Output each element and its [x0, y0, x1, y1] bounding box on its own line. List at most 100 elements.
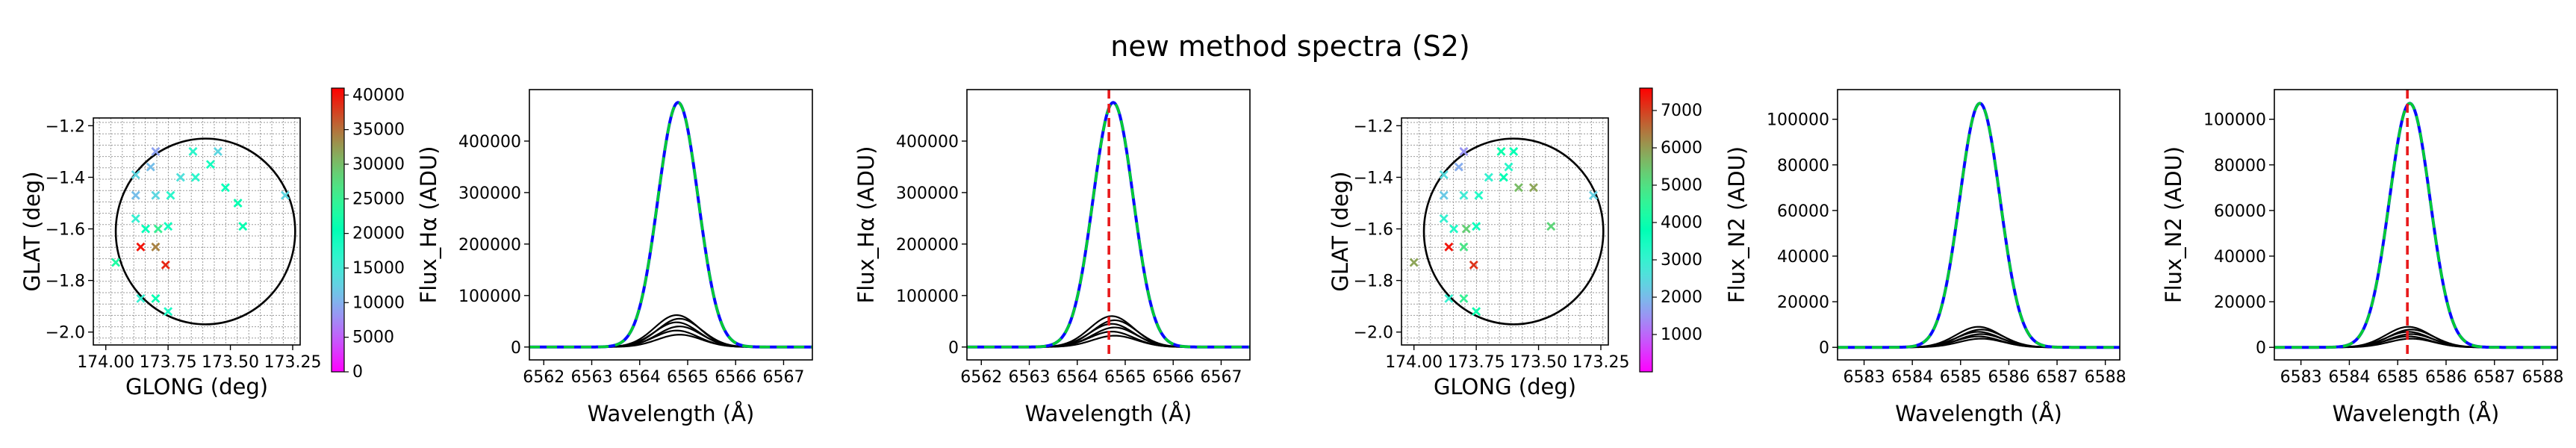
scatter-point	[188, 146, 198, 156]
scatter-point	[1588, 190, 1598, 200]
scatter-point	[1546, 222, 1556, 231]
scatter-point	[1454, 162, 1463, 172]
x-tick-label: 173.75	[140, 353, 197, 372]
colorbar	[331, 87, 345, 373]
scatter-point	[1459, 293, 1469, 303]
scatter-point	[1499, 172, 1508, 182]
y-tick-label: 300000	[896, 184, 959, 203]
aperture-circle	[1422, 137, 1605, 326]
aperture-circle	[114, 137, 296, 326]
scatter-point	[1459, 190, 1469, 200]
x-tick-label: 6564	[619, 368, 661, 387]
x-tick-label: 6563	[571, 368, 613, 387]
x-tick-label: 6585	[1940, 368, 1982, 387]
axes-frame	[966, 89, 1251, 361]
scatter-point	[153, 224, 163, 234]
spectrum-panel-halpha-1: 6562 6563 6564 6565 6566 6567 0 100000 200000 300…	[416, 89, 813, 426]
colorbar-tick-label: 7000	[1661, 102, 1702, 120]
y-tick-label: 0	[948, 339, 959, 358]
fit-curve-green	[2274, 102, 2557, 349]
y-tick-label: 80000	[1777, 157, 1829, 175]
y-tick-label: 100000	[1767, 111, 1829, 130]
y-axis-label: Flux_N2 (ADU)	[2161, 146, 2186, 303]
x-axis-label: Wavelength (Å)	[2333, 401, 2500, 426]
y-tick-label: 300000	[458, 184, 521, 203]
y-tick-label: 40000	[2214, 248, 2266, 267]
y-tick-label: −2.0	[1354, 324, 1393, 343]
colorbar-tick-label: 0	[352, 363, 363, 382]
x-axis-label: Wavelength (Å)	[1025, 401, 1192, 426]
scatter-point	[205, 160, 215, 169]
axes-frame	[1837, 89, 2121, 361]
y-tick-label: 100000	[896, 287, 959, 306]
x-tick-label: 173.50	[1510, 353, 1567, 372]
x-tick-label: 6567	[1200, 368, 1242, 387]
scatter-point	[1459, 146, 1469, 156]
x-axis-label: GLONG (deg)	[125, 374, 268, 399]
y-tick-label: 0	[511, 339, 521, 358]
x-tick-label: 174.00	[1385, 353, 1443, 372]
x-tick-label: 6587	[2474, 368, 2516, 387]
component-curve	[529, 326, 812, 348]
y-tick-label: −2.0	[46, 324, 85, 343]
scatter-point	[1459, 242, 1469, 252]
scatter-point	[151, 242, 161, 252]
figure-title: new method spectra (S2)	[1110, 30, 1469, 63]
scatter-point	[190, 172, 200, 182]
y-tick-label: 200000	[458, 236, 521, 255]
colorbar-tick-label: 25000	[352, 190, 405, 208]
scatter-point	[164, 307, 173, 317]
component-curve	[529, 329, 812, 348]
grid	[1401, 118, 1608, 345]
scatter-point	[131, 190, 140, 200]
y-tick-label: 40000	[1777, 248, 1829, 267]
y-axis-label: GLAT (deg)	[1328, 171, 1353, 291]
colorbar-tick-label: 35000	[352, 121, 405, 140]
y-tick-label: 400000	[458, 133, 521, 152]
y-tick-label: 400000	[896, 133, 959, 152]
x-tick-label: 6566	[715, 368, 756, 387]
scatter-point	[233, 199, 243, 208]
scatter-point	[1461, 224, 1471, 234]
scatter-point	[131, 170, 140, 179]
fit-curve-blue	[529, 101, 812, 349]
scatter-point	[1439, 190, 1449, 200]
scatter-point	[166, 190, 175, 200]
y-tick-label: 80000	[2214, 157, 2266, 175]
fit-curve-green	[1838, 102, 2120, 349]
y-tick-label: 100000	[2203, 111, 2266, 130]
scatter-panel-n2: 174.00 173.75 173.50 173.25 −1.2 −1.4 −1.6 −1.8…	[1328, 87, 1702, 399]
plot-area	[1838, 102, 2120, 349]
scatter-point	[161, 260, 170, 270]
scatter-point	[1504, 162, 1513, 172]
scatter-panel-halpha: 174.00 173.75 173.50 173.25 −1.2 −1.4 −1.6 −1.8…	[19, 86, 405, 399]
y-tick-label: 20000	[2214, 293, 2266, 312]
scatter-point	[136, 242, 146, 252]
fit-curve-blue	[2274, 102, 2557, 349]
scatter-point	[141, 224, 151, 234]
scatter-point	[1409, 258, 1419, 267]
grid	[93, 118, 300, 345]
axes-frame	[1401, 117, 1609, 346]
y-tick-label: −1.2	[1354, 117, 1393, 136]
component-curve	[529, 334, 812, 348]
scatter-point	[1509, 146, 1519, 156]
scatter-point	[131, 214, 140, 223]
scatter-point	[146, 162, 155, 172]
x-axis-label: Wavelength (Å)	[1895, 401, 2062, 426]
x-tick-label: 6586	[2425, 368, 2467, 387]
colorbar-tick-label: 6000	[1661, 139, 1702, 158]
y-tick-label: 60000	[2214, 202, 2266, 221]
axes-frame	[93, 117, 301, 346]
plot-area	[967, 90, 1250, 360]
scatter-point	[1513, 183, 1523, 193]
axes-frame	[2274, 89, 2558, 361]
x-tick-label: 173.25	[264, 353, 321, 372]
plot-area	[529, 101, 812, 349]
x-tick-label: 173.50	[202, 353, 259, 372]
y-tick-label: −1.8	[46, 273, 85, 291]
y-tick-label: 200000	[896, 236, 959, 255]
y-axis-label: Flux_Hα (ADU)	[416, 146, 441, 304]
colorbar-tick-label: 40000	[352, 86, 405, 105]
y-tick-label: 20000	[1777, 293, 1829, 312]
